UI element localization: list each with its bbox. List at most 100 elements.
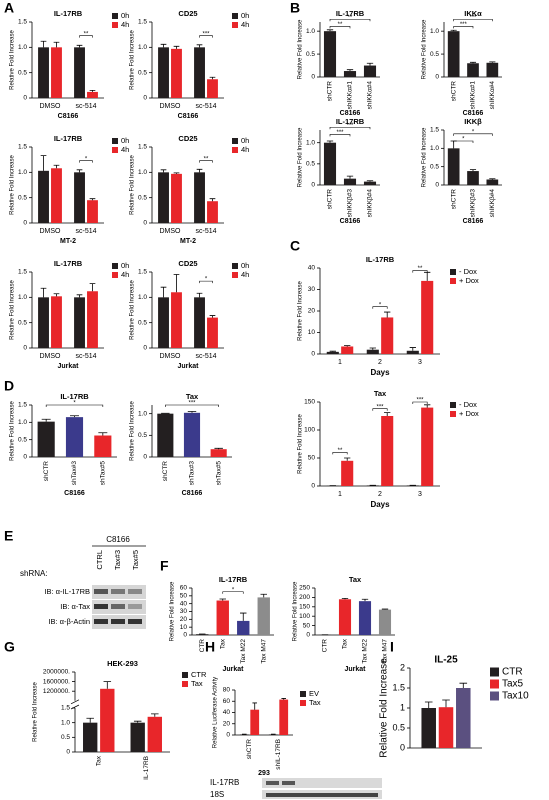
y-tick-label: 0	[143, 345, 147, 352]
legend-label: Tax10	[502, 691, 529, 702]
y-tick-label: 1.0	[138, 410, 147, 417]
y-tick-label: 1.5	[430, 127, 439, 134]
x-tick-label: Tax	[342, 638, 349, 649]
bar	[421, 708, 436, 748]
bar	[147, 716, 162, 752]
x-group-label: C8166	[182, 490, 203, 497]
y-tick-label: 100	[304, 427, 315, 434]
x-group-label: MT-2	[180, 238, 196, 245]
x-tick-label: shIKKα#1	[347, 81, 354, 110]
lane-label: CTRL	[95, 550, 104, 570]
y-tick-label: 0	[23, 220, 27, 227]
bar	[51, 168, 62, 223]
error-bar	[209, 315, 216, 318]
legend-label: 0h	[121, 136, 129, 145]
y-tick-label: 1.5	[138, 269, 147, 276]
legend-label: Tax	[191, 679, 203, 688]
significance-label: *	[73, 401, 76, 407]
y-tick-label: 1.0	[430, 145, 439, 152]
panel-label: C	[290, 238, 300, 254]
x-tick-label: Tax	[95, 755, 102, 766]
x-tick-label: 2	[378, 491, 382, 498]
error-bar	[89, 90, 96, 92]
band	[111, 619, 125, 624]
error-bar	[187, 411, 197, 413]
blot-row: IB: α-Tax	[60, 602, 90, 611]
y-tick-label: 1	[400, 702, 405, 712]
x-group-label: 293	[258, 770, 270, 777]
y-tick-label: 0.5	[18, 194, 27, 201]
significance-bracket	[372, 408, 388, 411]
significance-bracket	[412, 401, 428, 404]
legend-swatch	[232, 138, 238, 144]
significance-label: *	[379, 302, 382, 308]
x-tick-label: Tax	[219, 638, 226, 649]
legend-label: 0h	[241, 136, 249, 145]
error-bar	[240, 612, 247, 621]
error-bar	[341, 597, 349, 600]
y-axis-label: Relative Fold Increase	[130, 279, 136, 339]
x-tick-label: shIKKβ#3	[347, 189, 354, 218]
x-group-label: Jurkat	[344, 666, 366, 673]
y-tick-label: 1.5	[18, 269, 27, 276]
bar	[323, 142, 337, 185]
y-tick-label: 0	[23, 95, 27, 102]
blot-title: C8166	[106, 535, 130, 544]
bar	[366, 485, 379, 486]
y-tick-label: 0	[306, 632, 310, 639]
x-tick-label: DMSO	[160, 353, 182, 360]
error-bar	[196, 44, 203, 48]
y-tick-label: 30	[308, 286, 316, 293]
chart-title: IL-17RB	[219, 575, 248, 584]
panel-label: F	[160, 558, 169, 574]
y-tick-label: 1.5	[18, 402, 27, 409]
legend-swatch	[112, 22, 118, 28]
bar	[486, 62, 499, 77]
error-bar	[173, 172, 180, 174]
legend-label: EV	[309, 689, 319, 698]
significance-label: ***	[346, 123, 354, 129]
y-tick-label: 250	[299, 585, 310, 592]
error-bar	[53, 41, 60, 48]
x-tick-label: 2	[378, 359, 382, 366]
bar	[74, 297, 85, 348]
bar	[447, 31, 460, 78]
y-axis-label: Relative Fold Increase	[10, 154, 16, 214]
chart-title: IKKβ	[464, 117, 482, 126]
x-tick-label: shCTR	[450, 189, 457, 210]
error-bar	[53, 293, 60, 297]
x-tick-label: DMSO	[160, 228, 182, 235]
x-tick-label: Tax M22	[362, 639, 369, 664]
bar	[171, 173, 182, 223]
x-tick-label: shIKKβ#3	[470, 189, 477, 218]
y-tick-label: 0.5	[18, 319, 27, 326]
legend-swatch	[450, 402, 456, 408]
y-tick-label: 50	[303, 622, 311, 629]
bar	[406, 485, 419, 486]
x-tick-label: shCTR	[246, 739, 253, 760]
error-bar	[214, 447, 223, 450]
x-tick-label: sc-514	[75, 228, 96, 235]
significance-bracket	[79, 160, 93, 163]
bar	[87, 200, 98, 223]
error-bar	[281, 698, 287, 700]
bar	[216, 600, 229, 635]
bar	[358, 601, 372, 635]
bar	[279, 699, 289, 735]
legend-swatch	[232, 263, 238, 269]
legend-label: 4h	[121, 270, 129, 279]
x-tick-label: shCTR	[327, 189, 334, 210]
legend-label: Tax	[309, 698, 321, 707]
significance-bracket	[199, 280, 213, 284]
legend-label: 0h	[241, 11, 249, 20]
significance-label: ***	[460, 22, 468, 28]
error-bar	[76, 294, 83, 298]
significance-bracket	[453, 140, 474, 143]
y-tick-label: 0	[311, 483, 315, 490]
y-tick-label: 0	[66, 749, 70, 756]
x-axis-label: Days	[370, 500, 390, 509]
y-tick-label: 0.5	[430, 51, 439, 58]
y-tick-label: 1.0	[18, 294, 27, 301]
y-tick-label: 1600000.	[43, 678, 70, 685]
error-bar	[252, 702, 258, 710]
